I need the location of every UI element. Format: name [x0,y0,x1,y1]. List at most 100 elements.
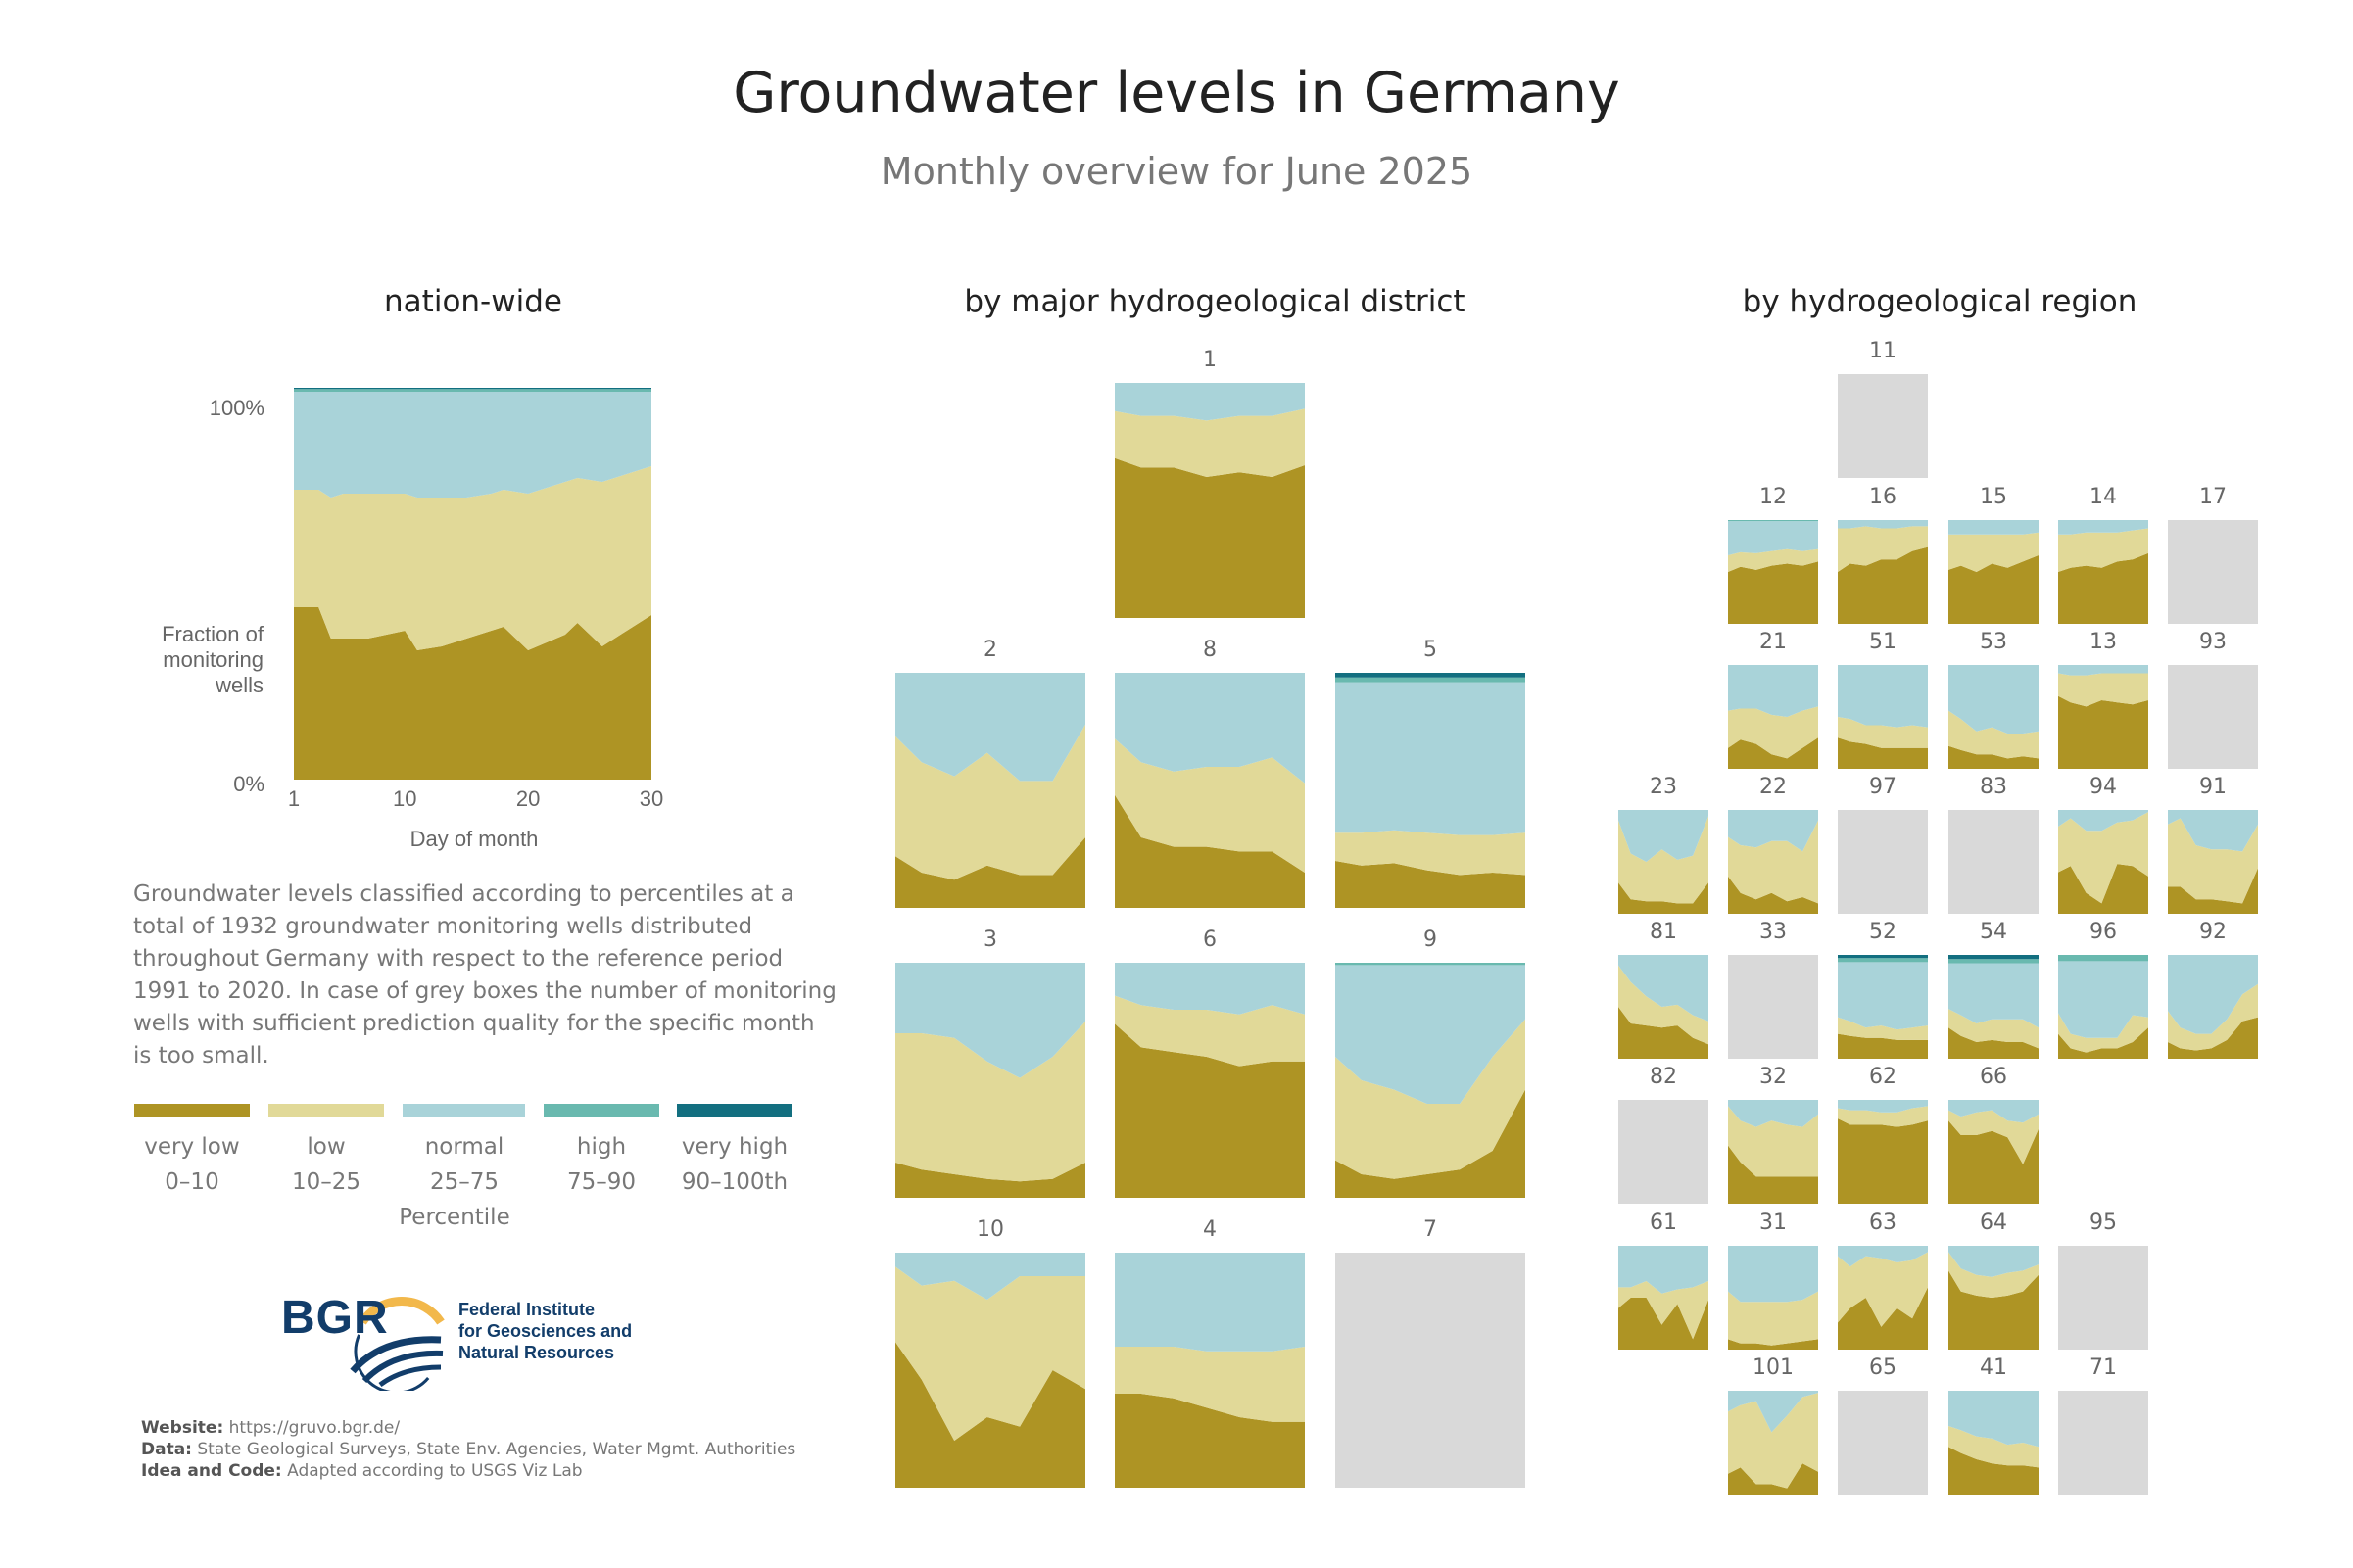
district-8-normal [1115,673,1305,784]
region-101-very-low [1728,1463,1818,1495]
nation-series-high [294,389,651,392]
legend-range-very-low: 0–10 [165,1169,219,1195]
region-label-81: 81 [1650,920,1677,944]
region-panel-33 [1728,955,1818,1059]
region-23-very-low [1618,882,1708,914]
region-66-normal [1948,1100,2039,1123]
legend-swatch-very-low [134,1104,250,1117]
region-grey-box-71 [2058,1391,2148,1495]
region-32-low [1728,1106,1818,1177]
region-62-normal [1838,1100,1928,1113]
region-grey-box-65 [1838,1391,1928,1495]
region-92-normal [2168,955,2258,1034]
region-label-31: 31 [1759,1211,1787,1235]
y-axis-label-line3: wells [215,673,264,697]
region-label-95: 95 [2089,1211,2117,1235]
district-panel-7 [1335,1253,1525,1488]
region-panel-94 [2058,810,2148,914]
footer-idea-text: Adapted according to USGS Viz Lab [287,1461,583,1481]
region-12-very-low [1728,561,1818,624]
legend-range-high: 75–90 [566,1169,637,1195]
region-54-high [1948,959,2039,964]
legend-label-low: low [307,1134,346,1160]
region-label-23: 23 [1650,775,1677,799]
legend-swatch-very-high [677,1104,792,1117]
region-22-low [1728,820,1818,904]
region-panel-71 [2058,1391,2148,1495]
district-10-low [895,1266,1085,1441]
region-63-low [1838,1252,1928,1327]
region-23-low [1618,816,1708,904]
region-panel-21 [1728,665,1818,769]
region-panel-62 [1838,1100,1928,1204]
description-text: Groundwater levels classified according … [133,881,837,1069]
region-16-normal [1838,520,1928,529]
region-panel-92 [2168,955,2258,1059]
legend-swatch-high [544,1104,659,1117]
region-52-very-high [1838,955,1928,959]
district-9-normal [1335,965,1525,1104]
district-panel-10 [895,1253,1085,1488]
region-64-normal [1948,1246,2039,1277]
region-grey-box-95 [2058,1246,2148,1350]
district-5-normal [1335,682,1525,835]
district-4-normal [1115,1253,1305,1352]
region-32-normal [1728,1100,1818,1127]
y-tick-label-100: 100% [210,396,264,420]
y-axis-label-line2: monitoring [163,647,264,672]
region-14-very-low [2058,552,2148,624]
region-53-low [1948,710,2039,759]
region-label-13: 13 [2089,630,2117,654]
region-panel-22 [1728,810,1818,914]
district-5-high [1335,677,1525,683]
logo-acronym: BGR [281,1292,389,1344]
region-label-97: 97 [1869,775,1897,799]
region-panel-23 [1618,810,1708,914]
bgr-logo-icon [350,1297,445,1391]
region-panel-91 [2168,810,2258,914]
region-96-normal [2058,961,2148,1038]
district-1-normal [1115,383,1305,421]
legend-range-normal: 25–75 [429,1169,500,1195]
region-label-32: 32 [1759,1065,1787,1089]
region-label-101: 101 [1753,1355,1794,1380]
region-13-normal [2058,665,2148,676]
region-grey-box-82 [1618,1100,1708,1204]
region-92-very-low [2168,1017,2258,1059]
district-1-very-low [1115,457,1305,618]
region-panel-101 [1728,1391,1818,1495]
region-panel-54 [1948,955,2039,1059]
district-panel-5 [1335,673,1525,908]
region-label-41: 41 [1980,1355,2007,1380]
region-panel-17 [2168,520,2258,624]
section-title-nation: nation-wide [384,284,562,319]
region-panel-96 [2058,955,2148,1059]
region-41-very-low [1948,1447,2039,1495]
region-label-82: 82 [1650,1065,1677,1089]
logo-line2: for Geosciences and [458,1321,633,1341]
region-label-16: 16 [1869,485,1897,509]
region-51-very-low [1838,737,1928,769]
district-6-normal [1115,963,1305,1015]
region-92-low [2168,983,2258,1051]
legend-label-very-high: very high [681,1134,789,1160]
legend-range-very-high: 90–100th [681,1169,789,1195]
district-9-low [1335,1019,1525,1179]
region-52-high [1838,958,1928,963]
district-8-low [1115,738,1305,873]
region-grey-box-83 [1948,810,2039,914]
page-subtitle: Monthly overview for June 2025 [880,150,1473,193]
logo-line1: Federal Institute [458,1300,596,1319]
y-axis-label-line1: Fraction of [162,622,264,646]
region-panel-82 [1618,1100,1708,1204]
district-9-very-low [1335,1089,1525,1198]
region-12-normal [1728,521,1818,555]
footer-website-link[interactable]: https://gruvo.bgr.de/ [228,1418,401,1438]
region-96-very-low [2058,1027,2148,1059]
district-10-very-low [895,1342,1085,1488]
region-94-low [2058,812,2148,904]
region-61-low [1618,1281,1708,1340]
legend-swatch-normal [403,1104,525,1117]
region-54-low [1948,1009,2039,1049]
region-12-high [1728,520,1818,522]
